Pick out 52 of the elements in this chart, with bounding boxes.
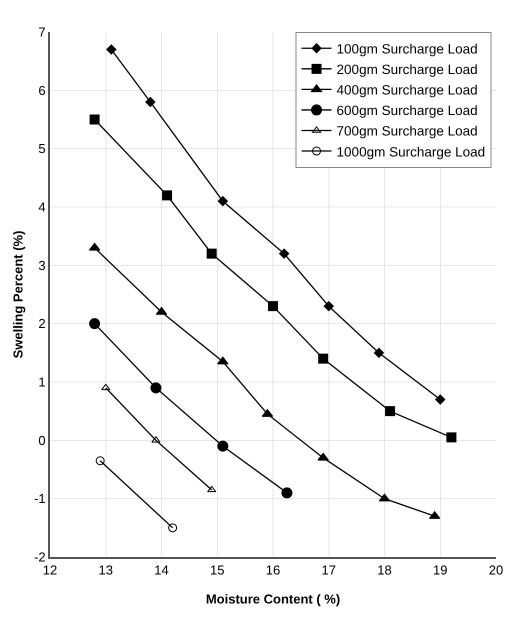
x-tick-label: 19 xyxy=(433,562,448,578)
point xyxy=(90,114,100,124)
point xyxy=(435,394,446,405)
x-tick-label: 13 xyxy=(98,562,113,578)
point xyxy=(279,248,290,259)
point xyxy=(317,452,329,461)
point xyxy=(324,301,334,312)
point xyxy=(268,301,278,312)
x-tick-label: 18 xyxy=(377,562,392,578)
point xyxy=(150,382,162,394)
point xyxy=(207,486,216,492)
x-axis-title: Moisture Content ( %) xyxy=(206,591,340,606)
point xyxy=(88,242,100,251)
y-tick-label: 3 xyxy=(38,258,46,273)
point xyxy=(318,354,328,364)
x-tick-label: 12 xyxy=(42,562,58,578)
legend-label: 600gm Surcharge Load xyxy=(336,103,478,118)
y-tick-label: -1 xyxy=(34,491,46,506)
point xyxy=(446,432,456,442)
point xyxy=(106,44,116,55)
point xyxy=(89,318,100,330)
legend-label: 1000gm Surcharge Load xyxy=(336,144,486,160)
point xyxy=(145,96,156,108)
point xyxy=(151,436,160,443)
y-tick-label: 2 xyxy=(38,316,46,332)
x-tick-label: 16 xyxy=(266,562,280,578)
x-tick-label: 14 xyxy=(154,562,169,578)
point xyxy=(374,348,384,358)
point xyxy=(101,384,110,390)
y-tick-label: 6 xyxy=(38,82,46,98)
x-tick-label: 17 xyxy=(322,562,336,578)
y-tick-label: 4 xyxy=(38,200,46,215)
y-tick-label: -2 xyxy=(34,550,46,565)
point xyxy=(96,456,105,466)
y-axis-title: Swelling Percent (%) xyxy=(10,230,26,358)
legend-label: 400gm Surcharge Load xyxy=(336,82,478,98)
point xyxy=(162,190,172,200)
point xyxy=(281,487,292,498)
point xyxy=(168,523,178,532)
legend-label: 700gm Surcharge Load xyxy=(336,124,478,139)
legend-label: 200gm Surcharge Load xyxy=(336,62,478,78)
legend-label: 100gm Surcharge Load xyxy=(336,42,478,57)
y-tick-label: 1 xyxy=(38,374,46,390)
y-tick-label: 0 xyxy=(38,432,46,448)
point xyxy=(206,248,217,259)
x-tick-label: 20 xyxy=(488,562,504,578)
y-tick-label: 7 xyxy=(38,24,46,40)
x-tick-label: 15 xyxy=(210,562,224,578)
point xyxy=(217,440,228,452)
point xyxy=(385,406,396,416)
y-tick-label: 5 xyxy=(38,141,46,156)
point xyxy=(218,196,228,206)
